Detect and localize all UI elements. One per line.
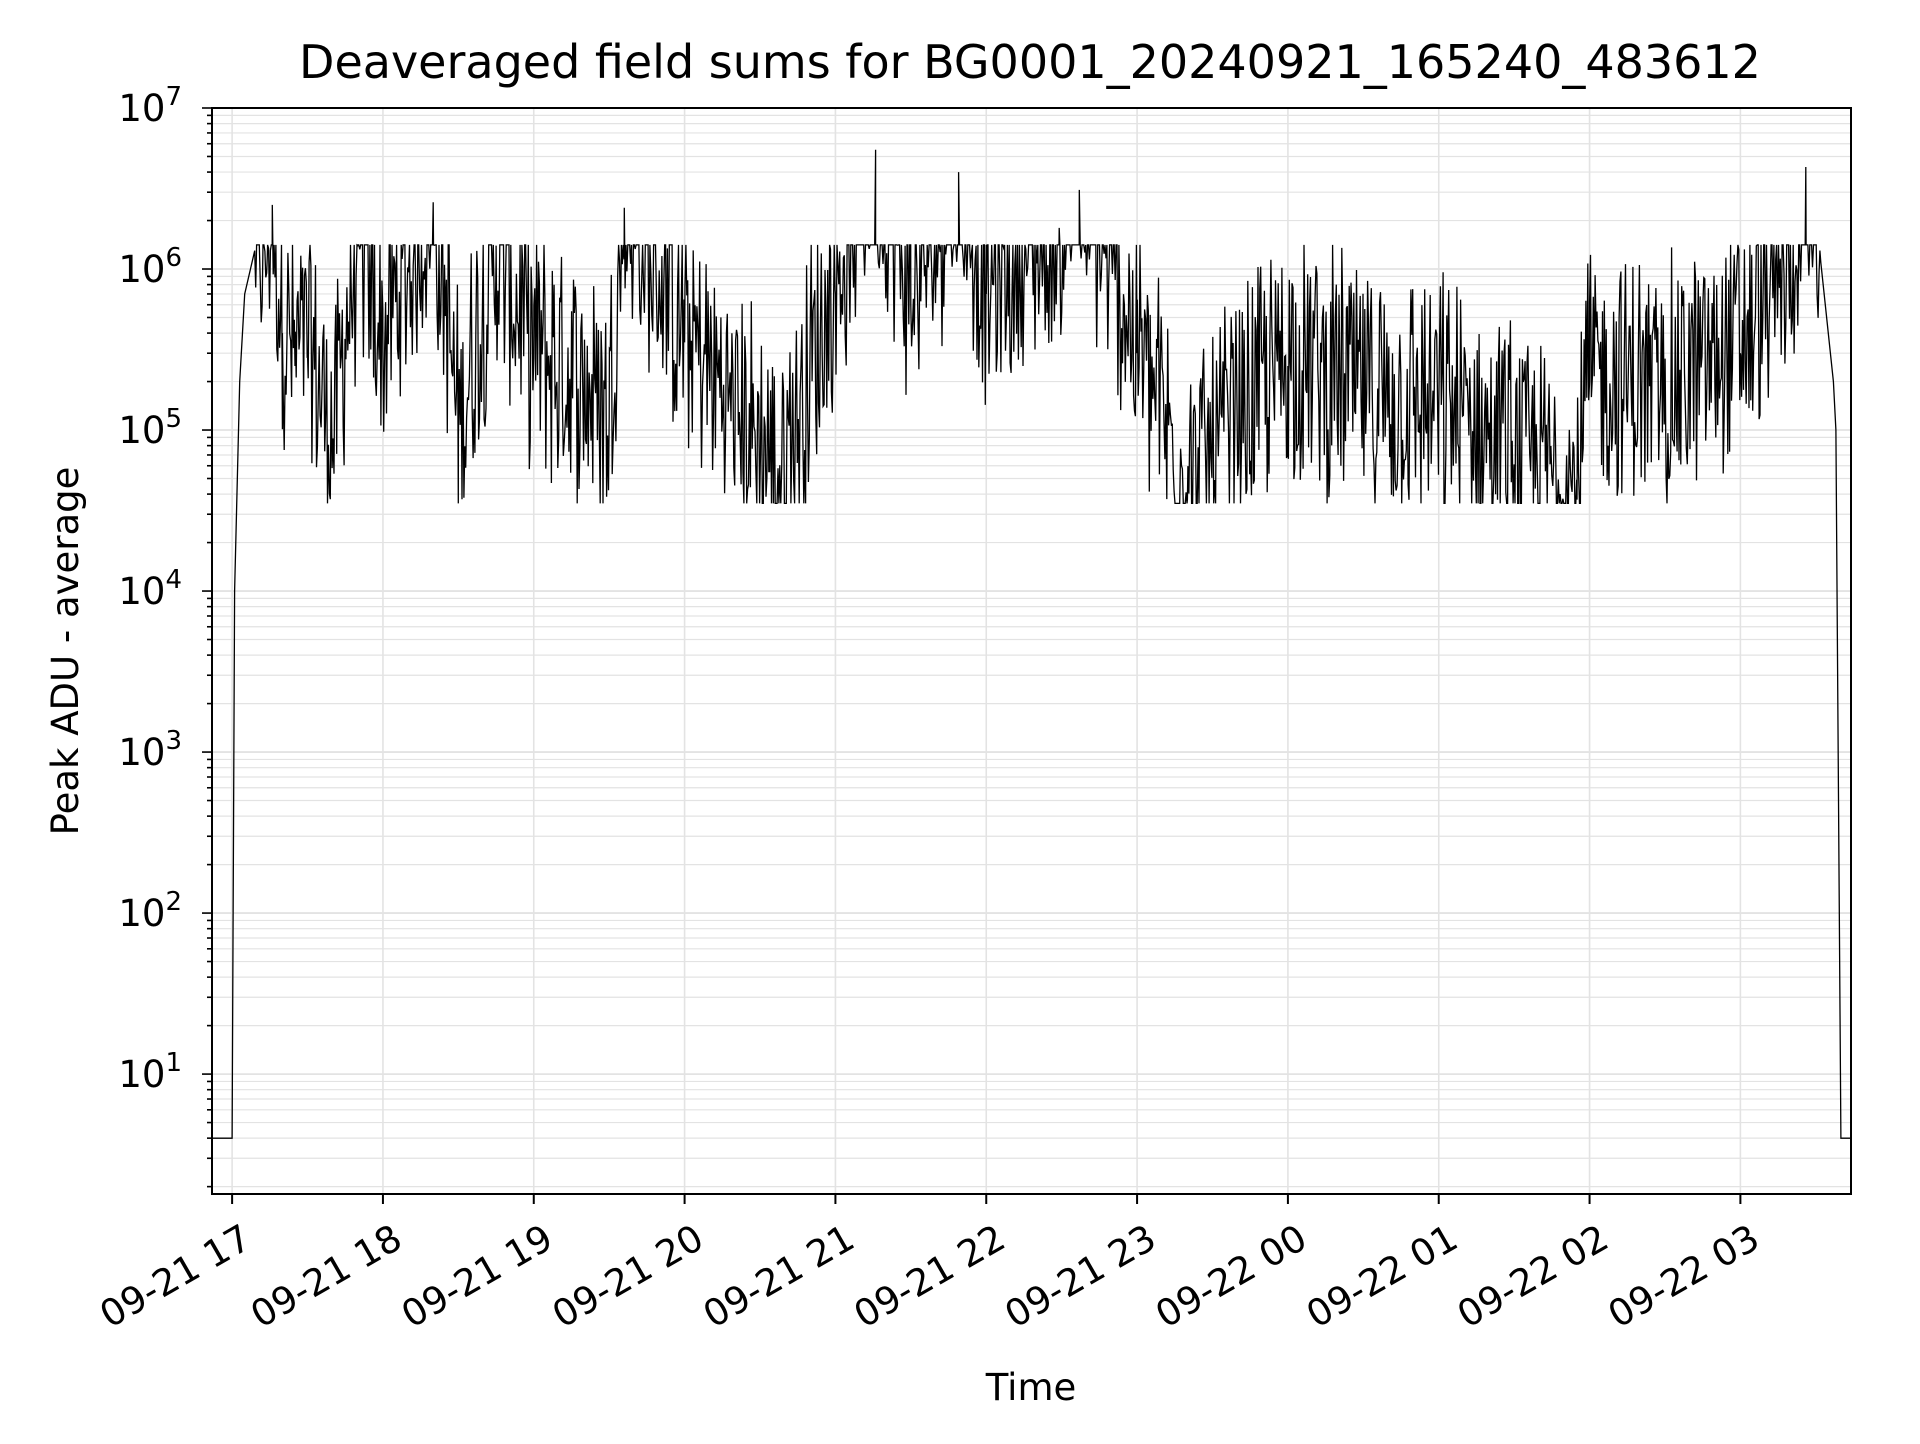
y-axis-label: Peak ADU - average	[44, 467, 87, 836]
x-tick-label: 09-22 00	[1148, 1216, 1314, 1336]
x-tick-label: 09-21 17	[93, 1216, 259, 1336]
y-tick-label: 101	[118, 1048, 182, 1096]
x-tick-label: 09-21 23	[998, 1216, 1164, 1336]
grid-lines	[212, 107, 1851, 1194]
y-tick-label: 107	[118, 82, 182, 130]
x-tick-label: 09-21 18	[243, 1216, 409, 1336]
series-layer	[212, 149, 1851, 1139]
y-tick-label: 106	[118, 243, 182, 291]
y-tick-label: 105	[118, 404, 182, 452]
y-axis: 101 102 103 104 105 106 107	[118, 82, 212, 1188]
x-tick-label: 09-22 01	[1299, 1216, 1465, 1336]
x-tick-label: 09-21 20	[545, 1216, 711, 1336]
series-line	[212, 149, 1851, 1139]
x-tick-label: 09-22 02	[1450, 1216, 1616, 1336]
x-axis-label: Time	[985, 1366, 1077, 1409]
y-tick-label: 102	[118, 887, 182, 935]
x-tick-label: 09-21 19	[394, 1216, 560, 1336]
x-tick-label: 09-21 21	[696, 1216, 862, 1336]
y-tick-label: 103	[118, 726, 182, 774]
chart-title: Deaveraged field sums for BG0001_2024092…	[299, 35, 1761, 89]
x-tick-label: 09-22 03	[1601, 1216, 1767, 1336]
y-tick-label: 104	[118, 565, 182, 613]
x-tick-label: 09-21 22	[847, 1216, 1013, 1336]
plot-frame	[211, 107, 1852, 1195]
